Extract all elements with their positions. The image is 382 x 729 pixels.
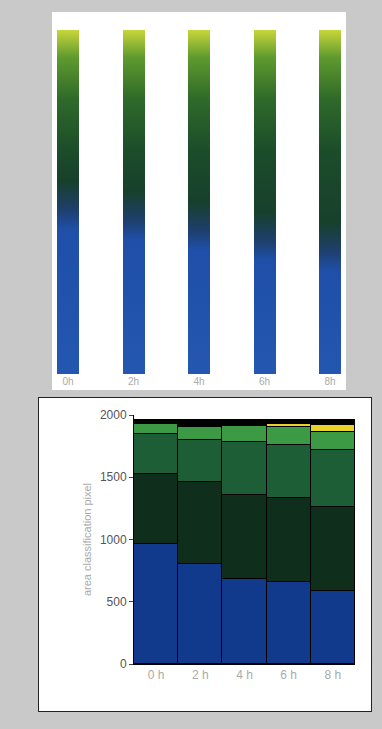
svg-text:0: 0 [120,657,127,671]
html-text:4h: 4h [193,376,205,387]
svg-text:2 h: 2 h [192,668,209,682]
svg-text:8 h: 8 h [325,668,342,682]
html-text:6h: 6h [258,376,271,387]
svg-text:1500: 1500 [100,470,127,484]
svg-text:4 h: 4 h [236,668,253,682]
svg-text:0 h: 0 h [148,668,165,682]
svg-text:6 h: 6 h [280,668,297,682]
svg-text:1000: 1000 [100,533,127,547]
svg-text:area classification pixel: area classification pixel [81,483,93,596]
html-text:8h: 8h [324,376,336,387]
html-text:2h: 2h [127,376,140,387]
svg-text:500: 500 [107,595,127,609]
svg-text:2000: 2000 [100,408,127,422]
html-text:0h: 0h [62,376,74,387]
